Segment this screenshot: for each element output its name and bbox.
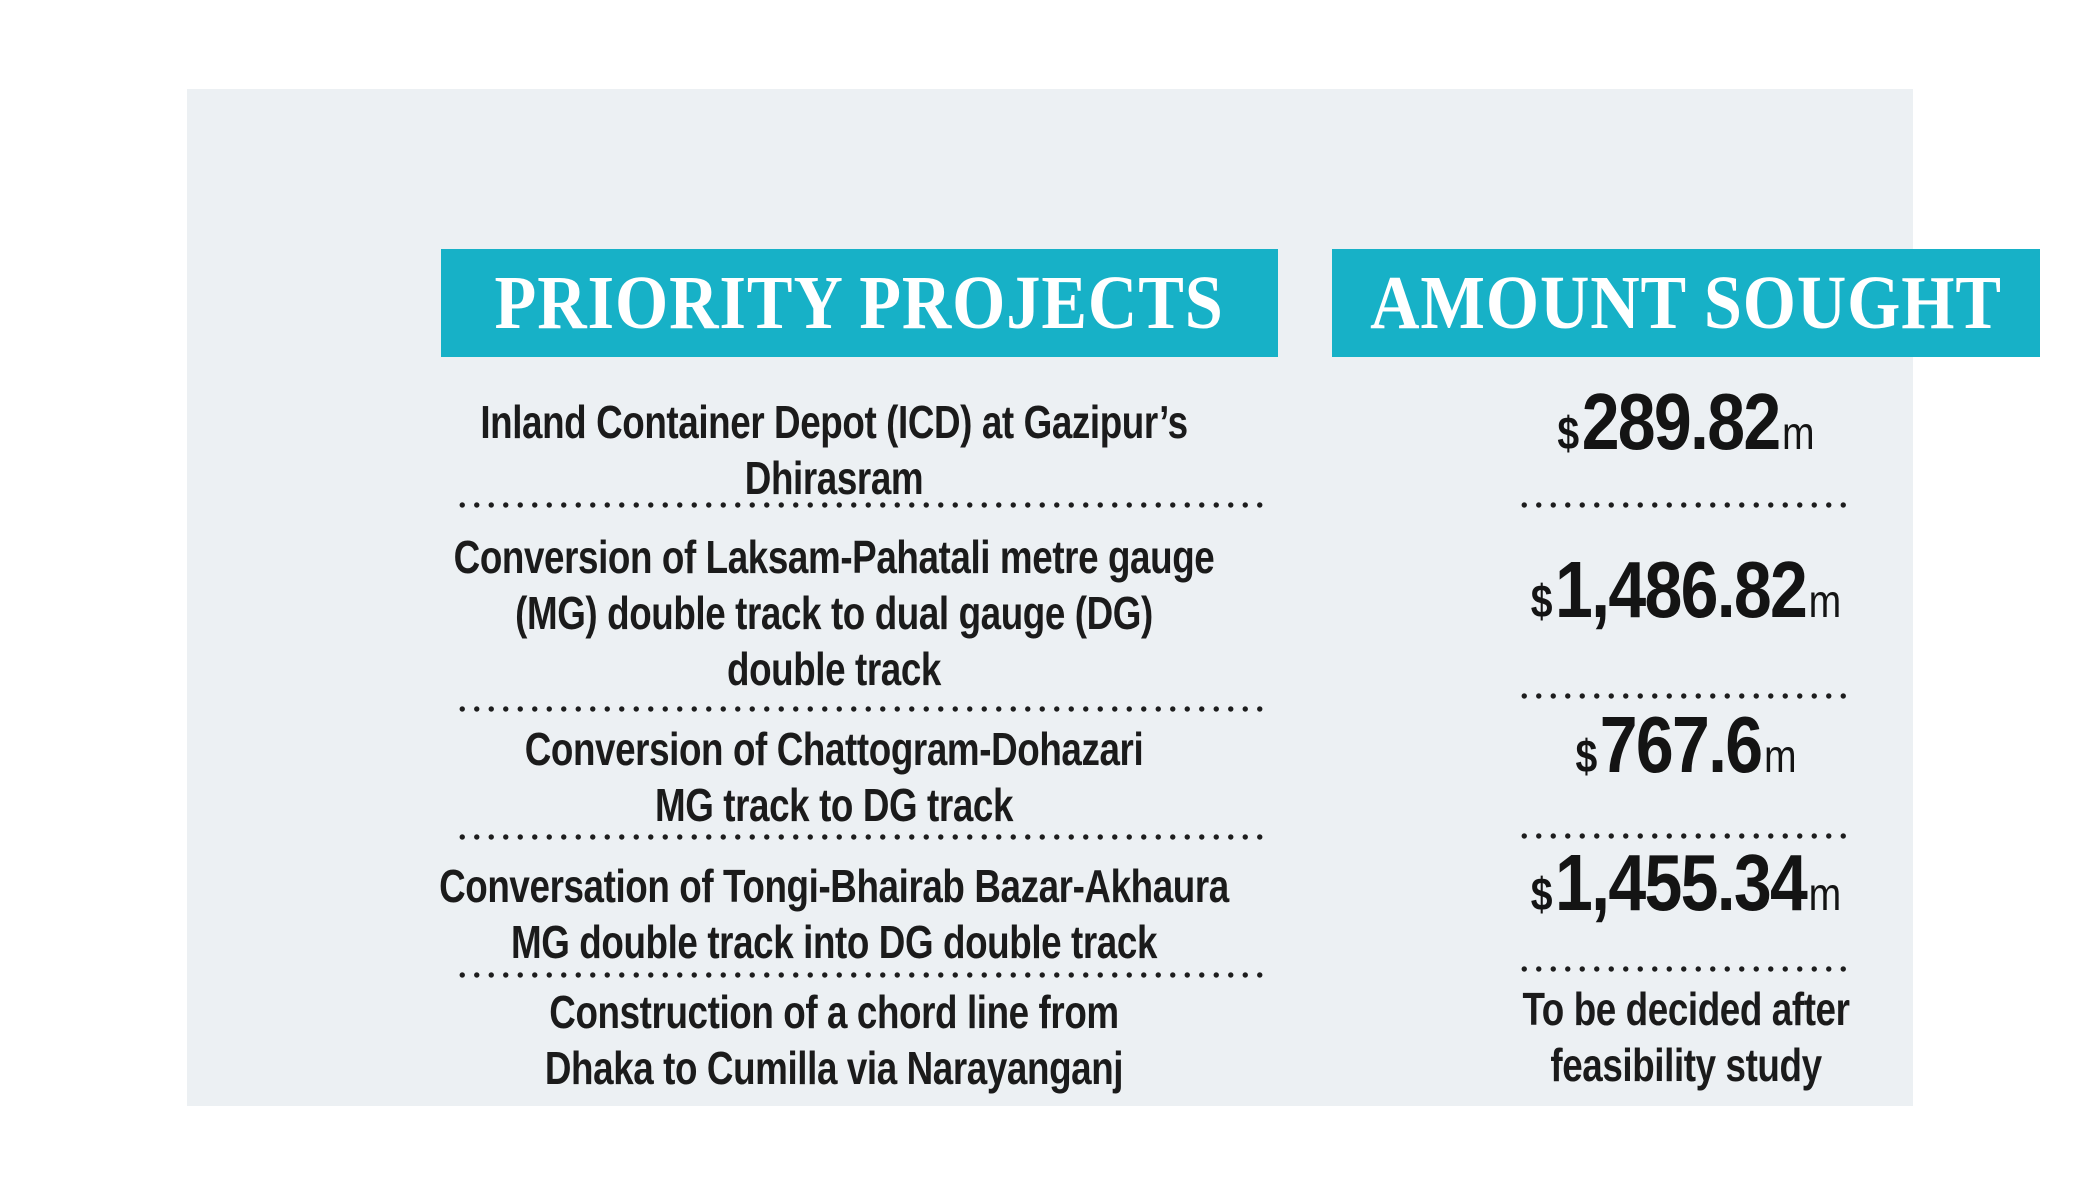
amount-value: 1,486.82: [1555, 545, 1808, 634]
project-cell-5: Construction of a chord line from Dhaka …: [544, 986, 1124, 1094]
separator-right-3: [1517, 833, 1853, 839]
separator-left-3: [455, 834, 1267, 840]
separator-right-2: [1517, 693, 1853, 699]
priority-projects-title: PRIORITY PROJECTS: [494, 260, 1225, 345]
amount-cell-3: $767.6 m: [1385, 699, 1987, 809]
separator-left-2: [455, 706, 1267, 712]
currency-symbol: $: [1530, 868, 1553, 920]
amount-cell-2: $1,486.82 m: [1385, 544, 1987, 654]
column-header-priority-projects: PRIORITY PROJECTS: [441, 249, 1278, 357]
amount-sought-title: AMOUNT SOUGHT: [1370, 260, 2002, 345]
project-cell-3: Conversion of Chattogram-Dohazari MG tra…: [524, 723, 1144, 831]
amount-unit: m: [1808, 868, 1842, 920]
amount-value: 1,455.34: [1555, 838, 1808, 927]
project-cell-2: Conversion of Laksam-Pahatali metre gaug…: [453, 531, 1215, 695]
currency-symbol: $: [1557, 407, 1580, 459]
separator-left-1: [455, 502, 1267, 508]
project-cell-4: Conversation of Tongi-Bhairab Bazar-Akha…: [439, 860, 1229, 968]
project-cell-1: Inland Container Depot (ICD) at Gazipur’…: [480, 396, 1188, 504]
separator-right-1: [1517, 502, 1853, 508]
amount-cell-4: $1,455.34 m: [1385, 837, 1987, 947]
infographic-card: PRIORITY PROJECTS AMOUNT SOUGHT Inland C…: [187, 89, 2040, 1106]
currency-symbol: $: [1530, 575, 1553, 627]
column-header-amount-sought: AMOUNT SOUGHT: [1332, 249, 2040, 357]
currency-symbol: $: [1575, 730, 1598, 782]
amount-unit: m: [1763, 730, 1797, 782]
amount-cell-1: $289.82 m: [1385, 376, 1987, 486]
separator-left-4: [455, 972, 1267, 978]
amount-unit: m: [1808, 575, 1842, 627]
separator-right-4: [1517, 966, 1853, 972]
amount-value: 767.6: [1599, 700, 1763, 789]
amount-cell-5: To be decided after feasibility study: [1522, 983, 1850, 1091]
amount-unit: m: [1782, 407, 1815, 459]
amount-value: 289.82: [1581, 377, 1781, 466]
